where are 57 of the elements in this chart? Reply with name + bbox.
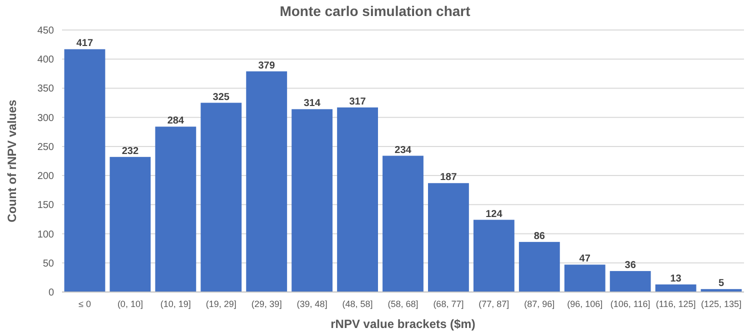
bar bbox=[564, 264, 606, 292]
data-label: 317 bbox=[349, 96, 366, 108]
y-tick-label: 150 bbox=[37, 200, 54, 212]
x-tick-label: (87, 96] bbox=[524, 299, 555, 309]
data-label: 5 bbox=[718, 278, 724, 290]
x-tick-label: (106, 116] bbox=[610, 299, 650, 309]
data-label: 234 bbox=[394, 144, 412, 156]
bar bbox=[292, 109, 333, 292]
data-label: 36 bbox=[624, 260, 636, 272]
data-label: 124 bbox=[486, 208, 503, 220]
y-tick-label: 50 bbox=[42, 258, 54, 270]
bar bbox=[246, 71, 288, 292]
x-tick-label: (10, 19] bbox=[160, 299, 191, 309]
bar bbox=[428, 183, 469, 292]
y-axis-title: Count of rNPV values bbox=[5, 99, 19, 222]
y-tick-label: 350 bbox=[37, 84, 54, 95]
y-tick-label: 400 bbox=[37, 54, 54, 66]
data-label: 47 bbox=[579, 254, 591, 265]
data-label: 325 bbox=[212, 92, 230, 103]
chart-title: Monte carlo simulation chart bbox=[280, 3, 471, 19]
x-tick-label: (19, 29] bbox=[206, 299, 236, 309]
data-label: 232 bbox=[122, 146, 139, 157]
y-tick-label: 250 bbox=[37, 142, 54, 153]
x-tick-label: (77, 87] bbox=[478, 299, 510, 309]
bar bbox=[155, 126, 196, 292]
x-tick-label: ≤ 0 bbox=[78, 299, 91, 309]
data-label: 379 bbox=[258, 60, 276, 72]
x-tick-label: (125, 135] bbox=[701, 299, 742, 309]
data-label: 187 bbox=[440, 172, 458, 184]
data-label: 417 bbox=[76, 38, 94, 50]
y-tick-label: 100 bbox=[37, 229, 54, 240]
bar bbox=[382, 156, 424, 292]
y-tick-label: 450 bbox=[37, 26, 54, 36]
data-label: 86 bbox=[534, 230, 546, 242]
x-tick-label: (68, 77] bbox=[433, 299, 464, 309]
data-label: 314 bbox=[304, 98, 321, 110]
x-tick-label: (48, 58] bbox=[342, 299, 373, 309]
data-label: 13 bbox=[670, 273, 682, 284]
x-tick-label: (29, 39] bbox=[251, 299, 282, 309]
bar bbox=[518, 242, 560, 292]
bar bbox=[200, 102, 242, 292]
y-tick-label: 300 bbox=[37, 112, 54, 124]
x-tick-label: (58, 68] bbox=[388, 299, 418, 309]
x-tick-label: (0, 10] bbox=[117, 299, 143, 309]
x-tick-label: (96, 106] bbox=[567, 299, 603, 309]
bar bbox=[64, 49, 106, 292]
x-tick-label: (116, 125] bbox=[656, 299, 696, 309]
y-tick-label: 200 bbox=[37, 171, 54, 182]
bar bbox=[473, 220, 514, 292]
x-tick-label: (39, 48] bbox=[296, 299, 328, 309]
bar bbox=[337, 107, 378, 292]
y-tick-label: 0 bbox=[48, 288, 54, 298]
data-label: 284 bbox=[167, 116, 184, 127]
bar bbox=[110, 156, 151, 292]
x-axis-title: rNPV value brackets ($m) bbox=[330, 317, 476, 331]
bar bbox=[610, 271, 651, 292]
bar bbox=[655, 284, 696, 292]
